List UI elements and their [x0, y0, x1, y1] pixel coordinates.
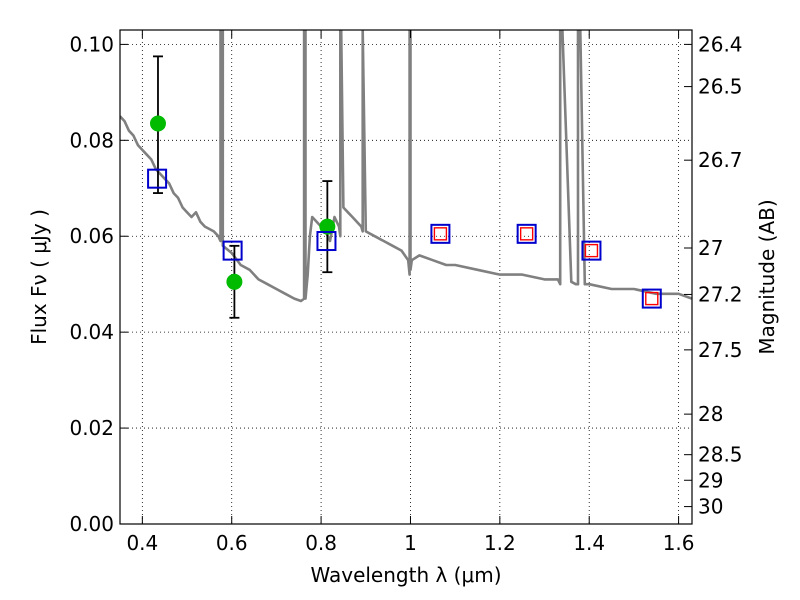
observed-point: [149, 115, 166, 132]
model-photometry-box: [430, 223, 451, 244]
y-tick-label: 0.08: [69, 128, 114, 152]
x-tick-label: 0.6: [216, 531, 248, 555]
y-tick-label: 0.06: [69, 224, 114, 248]
magnitude-tick-label: 26.4: [698, 32, 743, 56]
magnitude-tick-label: 29: [698, 468, 723, 492]
x-tick-label: 1: [404, 531, 417, 555]
sed-model-series: [120, 30, 692, 303]
magnitude-tick-label: 28.5: [698, 443, 743, 467]
model-photometry-box: [316, 231, 337, 252]
ir-photometry-box: [519, 227, 534, 241]
ir-photometry-box: [433, 227, 448, 241]
x-tick-label: 0.4: [126, 531, 158, 555]
magnitude-tick-label: 27: [698, 236, 723, 260]
model-photometry-box: [641, 288, 662, 309]
magnitude-tick-label: 27.2: [698, 282, 743, 306]
x-axis-label: Wavelength λ (μm): [310, 563, 501, 587]
observed-points: [149, 115, 336, 290]
observed-point: [226, 273, 243, 290]
y-tick-label: 0.10: [69, 32, 114, 56]
ir-photometry-box: [584, 243, 599, 258]
plot-frame: [119, 29, 693, 525]
model-photometry-box: [147, 168, 168, 189]
magnitude-tick-label: 26.7: [698, 148, 743, 172]
model-photometry-box: [516, 223, 537, 244]
right-axis-label: Magnitude (AB): [755, 199, 779, 354]
x-tick-label: 0.8: [305, 531, 337, 555]
x-tick-label: 1.2: [484, 531, 516, 555]
y-tick-label: 0.04: [69, 320, 114, 344]
grid-lines: [120, 30, 692, 525]
magnitude-axis-ticks: 26.4 26.5 26.7 27 27.2 27.5 28 28.529 30: [684, 32, 743, 519]
magnitude-tick-label: 27.5: [698, 338, 743, 362]
y-tick-label: 0.02: [69, 416, 114, 440]
magnitude-tick-label: 28: [698, 402, 723, 426]
ir-photometry-box: [645, 291, 659, 306]
x-axis-ticks: 0.4 0.6 0.8 1 1.2 1.4 1.6: [126, 30, 695, 555]
x-tick-label: 1.4: [573, 531, 605, 555]
model-photometry-box: [581, 240, 602, 261]
sed-model-line: [120, 30, 692, 303]
x-tick-label: 1.6: [663, 531, 695, 555]
model-photometry-boxes: [147, 168, 662, 309]
y-tick-label: 0.00: [69, 512, 114, 536]
magnitude-tick-label: 30: [698, 495, 723, 519]
magnitude-tick-label: 26.5: [698, 75, 743, 99]
observed-point: [319, 218, 336, 235]
model-photometry-box: [222, 240, 243, 261]
y-axis-ticks: 0.00 0.02 0.04 0.06 0.08 0.10: [69, 32, 128, 536]
y-axis-label: Flux Fν ( μJy ): [27, 209, 51, 345]
